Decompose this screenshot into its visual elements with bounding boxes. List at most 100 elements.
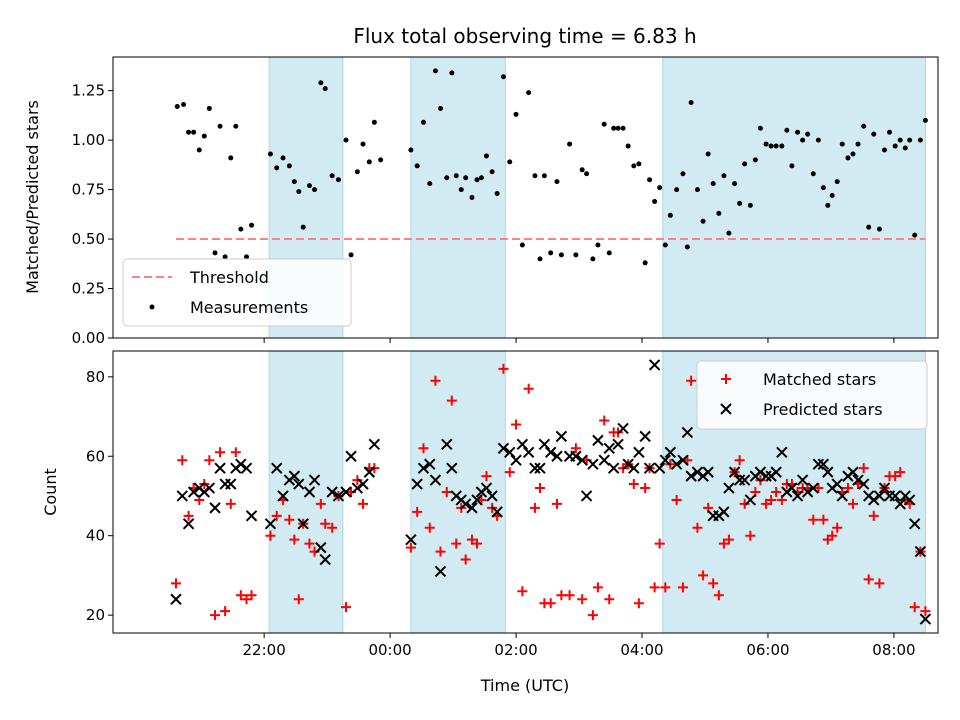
matched-stars-point [235,590,246,601]
predicted-stars-point [176,490,188,502]
measurement-point [366,159,372,165]
predicted-stars-point [225,478,237,490]
predicted-stars-point [643,462,656,474]
matched-stars-point [511,419,522,430]
measurement-point [647,177,653,183]
predicted-stars-point [411,478,423,490]
predicted-stars-point [182,518,195,530]
predicted-stars-point [592,434,604,447]
legend-predicted-swatch [720,403,732,415]
predicted-stars-point [570,450,582,462]
predicted-stars-point [277,490,289,502]
matched-stars-point [289,534,300,545]
matched-stars-point [692,522,703,533]
matched-stars-point [671,494,682,505]
predicted-stars-point [510,454,522,466]
predicted-stars-point [405,533,417,546]
matched-stars-point [842,483,853,494]
measurement-point [300,224,306,230]
measurement-point [181,101,187,107]
y-tick-label: 1.00 [72,131,105,149]
predicted-stars-point [516,438,529,451]
measurement-point [839,141,845,147]
measurement-point [855,141,861,147]
measurement-point [815,137,821,143]
predicted-stars-point [504,446,516,458]
night-shading [410,56,506,339]
measurement-point [206,105,212,111]
predicted-stars-point [441,438,453,451]
measurement-point [674,187,680,193]
predicted-stars-point [538,438,551,451]
matched-stars-point [739,498,750,509]
measurement-point [228,155,234,161]
measurement-point [558,252,564,258]
measurement-point [710,181,716,187]
matched-stars-point [832,522,843,533]
measurement-point [601,121,607,127]
matched-stars-point [246,590,257,601]
measurement-point [489,169,495,175]
matched-stars-point [564,590,575,601]
measurement-point [763,141,769,147]
matched-stars-point [327,522,338,533]
matched-stars-point [472,538,483,549]
matched-stars-point [718,538,729,549]
matched-stars-point [430,375,441,386]
predicted-stars-point [466,502,478,514]
predicted-stars-point [368,438,381,451]
measurement-point [680,171,686,177]
y-tick-label: 0.75 [72,181,105,199]
matched-stars-point [745,530,756,541]
matched-stars-point [451,538,462,549]
measurement-point [474,177,480,183]
chart-title: Flux total observing time = 6.83 h [353,24,696,48]
top-y-axis-label: Matched/Predicted stars [23,100,42,294]
measurement-point [548,250,554,256]
measurement-point [414,163,420,169]
measurement-point [420,119,426,125]
predicted-stars-point [486,490,498,502]
measurement-point [437,105,443,111]
x-tick-label: 22:00 [243,641,286,659]
measurement-point [726,230,732,236]
matched-stars-point [761,498,772,509]
predicted-stars-point [214,462,226,474]
matched-stars-point [441,487,452,497]
measurement-point [427,181,433,187]
matched-stars-point [466,534,477,545]
measurement-point [615,125,621,131]
measurement-point [887,129,893,135]
predicted-stars-point [723,482,735,494]
matched-stars-point [698,570,709,581]
measurement-point [716,210,722,216]
predicted-stars-point [264,518,277,530]
matched-stars-point [529,502,540,513]
matched-stars-point [551,498,562,509]
measurement-point [196,147,202,153]
predicted-stars-point [434,565,447,578]
matched-stars-point [766,494,777,505]
measurement-point [513,111,519,117]
bottom-y-axis-label: Count [41,468,60,516]
measurement-point [662,242,668,248]
measurement-point [432,68,438,74]
predicted-stars-point [836,490,848,502]
matched-stars-point [604,594,615,605]
legend-measurements-label: Measurements [190,298,308,317]
matched-stars-point [183,510,194,521]
measurement-point [348,252,354,258]
y-tick-label: 1.25 [72,82,105,100]
measurement-point [238,226,244,232]
measurement-point [611,125,617,131]
measurement-point [249,222,255,228]
measurement-point [732,181,738,187]
predicted-stars-point [691,466,704,478]
measurement-point [329,173,335,179]
predicted-stars-point [744,494,757,506]
matched-stars-point [424,522,435,533]
measurement-point [897,137,903,143]
measurement-point [829,193,835,199]
measurement-point [845,155,851,161]
predicted-stars-point [628,462,640,474]
